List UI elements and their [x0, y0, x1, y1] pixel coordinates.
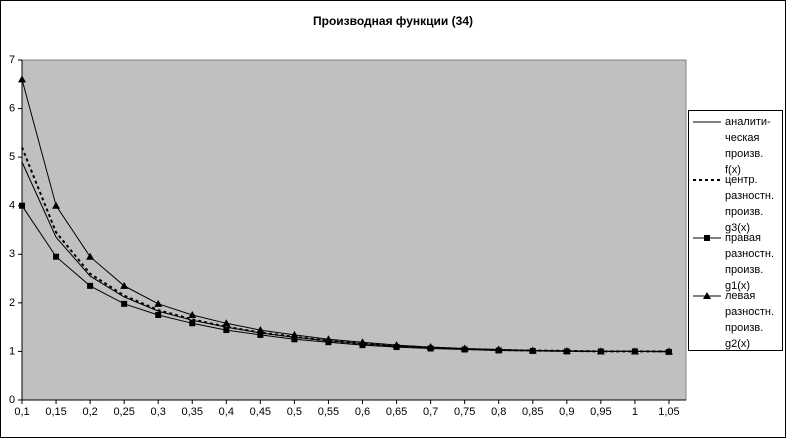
point	[494, 345, 503, 353]
series-line	[21, 79, 669, 352]
x-tick-label: 0,6	[355, 406, 370, 418]
y-tick-label: 5	[9, 151, 15, 163]
x-tick-label: 1	[632, 406, 638, 418]
x-tick-label: 0,2	[82, 406, 97, 418]
point	[630, 347, 639, 355]
point	[256, 326, 265, 334]
x-tick-label: 0,75	[454, 406, 475, 418]
x-tick-label: 0,15	[45, 406, 66, 418]
x-tick-label: 1,05	[658, 406, 679, 418]
point	[19, 202, 25, 209]
x-tick-label: 0,4	[219, 406, 234, 418]
point	[290, 330, 299, 338]
point	[562, 346, 571, 354]
y-tick-label: 4	[9, 200, 15, 212]
y-tick-label: 0	[9, 394, 15, 406]
x-tick-label: 0,7	[423, 406, 438, 418]
point	[392, 341, 401, 349]
point	[460, 344, 469, 352]
point	[53, 253, 60, 260]
point	[222, 319, 231, 327]
point	[426, 343, 435, 351]
legend-box	[688, 110, 783, 351]
x-tick-label: 0,65	[386, 406, 407, 418]
x-tick-label: 0,55	[318, 406, 339, 418]
x-tick-label: 0,95	[590, 406, 611, 418]
point	[324, 335, 333, 343]
legend-marker	[704, 235, 710, 241]
point	[87, 282, 94, 289]
point	[188, 311, 197, 318]
y-tick-label: 7	[9, 54, 15, 66]
x-tick-label: 0,9	[559, 406, 574, 418]
x-tick-label: 0,3	[151, 406, 166, 418]
point	[664, 347, 673, 355]
x-tick-label: 0,45	[250, 406, 271, 418]
y-tick-label: 1	[9, 345, 15, 357]
point	[154, 299, 163, 307]
point	[358, 338, 367, 346]
point	[291, 336, 298, 343]
point	[596, 347, 605, 355]
x-tick-label: 0,25	[113, 406, 134, 418]
legend-label: правая разностн. произв. g1(x)	[725, 232, 774, 292]
point	[86, 252, 95, 260]
point	[18, 75, 26, 83]
point	[52, 201, 61, 209]
y-tick-label: 2	[9, 297, 15, 309]
chart-title: Производная функции (34)	[313, 14, 473, 28]
point	[189, 320, 196, 327]
point	[223, 327, 230, 334]
x-tick-label: 0,35	[182, 406, 203, 418]
point	[120, 281, 129, 289]
x-tick-label: 0,1	[14, 406, 29, 418]
x-tick-label: 0,5	[287, 406, 302, 418]
point	[155, 312, 162, 318]
legend-label: центр. разностн. произв. g3(x)	[725, 174, 774, 234]
x-tick-label: 0,8	[491, 406, 506, 418]
plot-area	[21, 59, 687, 401]
y-tick-label: 6	[9, 102, 15, 114]
legend-marker	[703, 292, 711, 299]
x-tick-label: 0,85	[522, 406, 543, 418]
legend-label: левая разностн. произв. g2(x)	[725, 290, 774, 350]
point	[528, 346, 537, 354]
legend-label: аналити-ческая произв. f(x)	[725, 116, 771, 176]
y-tick-label: 3	[9, 248, 15, 260]
point	[121, 300, 128, 307]
point	[257, 331, 264, 338]
